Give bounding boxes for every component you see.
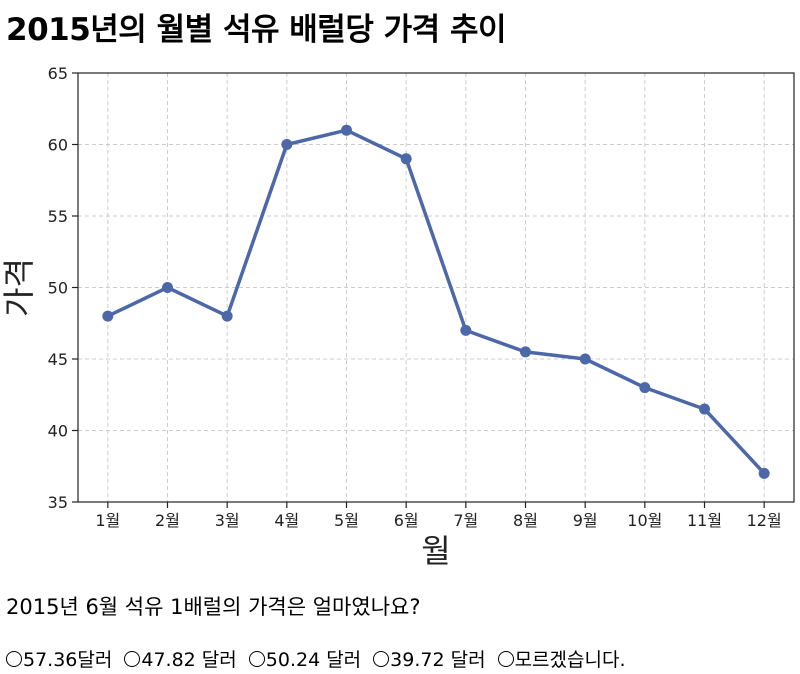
- data-point: [162, 282, 173, 293]
- data-point: [639, 382, 651, 394]
- x-tick-label: 1월: [95, 511, 120, 530]
- data-point: [221, 310, 233, 322]
- data-point: [579, 353, 591, 365]
- radio-icon[interactable]: [373, 650, 390, 667]
- radio-icon[interactable]: [497, 650, 514, 667]
- x-tick-label: 7월: [453, 511, 478, 530]
- data-point: [281, 139, 293, 150]
- option-label: 47.82 달러: [141, 649, 237, 671]
- option-label: 모르겠습니다.: [514, 649, 626, 671]
- x-tick-label: 10월: [627, 511, 662, 530]
- x-tick-label: 5월: [334, 511, 359, 530]
- data-point: [400, 153, 412, 165]
- grid: [78, 72, 794, 503]
- y-tick-label: 35: [48, 493, 68, 512]
- x-tick-label: 6월: [394, 511, 419, 530]
- x-tick-label: 8월: [513, 511, 538, 530]
- option-label: 39.72 달러: [390, 649, 486, 671]
- x-axis-label: 월: [421, 532, 450, 570]
- x-tick-label: 11월: [687, 511, 722, 530]
- option-label: 57.36달러: [23, 649, 113, 671]
- option-2[interactable]: 47.82 달러: [124, 645, 237, 672]
- data-point: [102, 310, 114, 322]
- data-point: [520, 346, 531, 358]
- y-tick-label: 55: [48, 207, 68, 226]
- option-1[interactable]: 57.36달러: [6, 645, 112, 672]
- question-text: 2015년 6월 석유 1배럴의 가격은 얼마였나요?: [6, 595, 421, 619]
- y-axis-label: 가격: [0, 258, 38, 317]
- chart-title: 2015년의 월별 석유 배럴당 가격 추이: [6, 12, 507, 48]
- option-4[interactable]: 39.72 달러: [373, 645, 486, 672]
- data-point: [341, 124, 352, 136]
- option-3[interactable]: 50.24 달러: [248, 645, 362, 672]
- x-tick-label: 2월: [155, 511, 180, 530]
- y-tick-label: 45: [48, 350, 68, 369]
- x-tick-label: 4월: [274, 511, 299, 530]
- option-5[interactable]: 모르겠습니다.: [497, 645, 626, 672]
- data-point: [699, 403, 710, 415]
- y-tick-label: 65: [48, 64, 68, 83]
- y-axis: 35 40 45 50 55 60 65: [48, 64, 78, 512]
- data-point: [758, 467, 770, 479]
- option-label: 50.24 달러: [265, 649, 362, 671]
- y-tick-label: 60: [48, 136, 68, 155]
- data-point: [460, 324, 472, 336]
- x-axis: 1월 2월 3월 4월 5월 6월 7월 8월 9월 10월 11월 12월: [95, 502, 782, 530]
- x-tick-label: 3월: [215, 511, 240, 530]
- answer-options: 57.36달러 47.82 달러 50.24 달러 39.72 달러 모르겠습니…: [6, 645, 626, 672]
- radio-icon[interactable]: [248, 650, 265, 667]
- y-tick-label: 50: [48, 279, 68, 298]
- series-line: [107, 128, 766, 475]
- radio-icon[interactable]: [6, 650, 22, 667]
- x-tick-label: 12월: [747, 511, 782, 530]
- radio-icon[interactable]: [124, 650, 141, 667]
- series-points: [102, 124, 770, 479]
- y-tick-label: 40: [48, 422, 68, 441]
- x-tick-label: 9월: [573, 511, 598, 530]
